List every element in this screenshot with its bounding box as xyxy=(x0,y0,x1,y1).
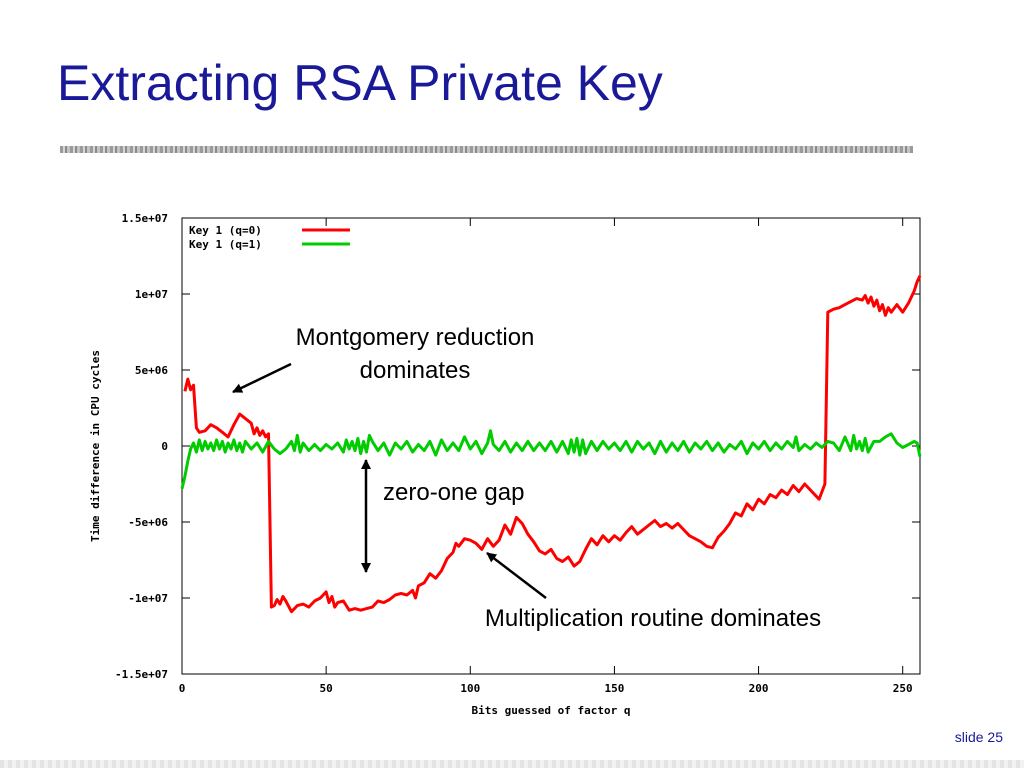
x-tick-label: 150 xyxy=(604,682,624,695)
series-lines xyxy=(180,275,922,614)
x-tick-label: 250 xyxy=(893,682,913,695)
x-axis-label: Bits guessed of factor q xyxy=(472,704,631,717)
y-tick-label: -1e+07 xyxy=(128,592,168,605)
y-tick-labels: 1.5e+07 1e+07 5e+06 0 -5e+06 -1e+07 -1.5e+07 xyxy=(115,212,168,681)
y-tick-label: 1.5e+07 xyxy=(122,212,168,225)
y-tick-label: -1.5e+07 xyxy=(115,668,168,681)
y-axis-label: Time difference in CPU cycles xyxy=(89,350,102,542)
y-tick-label: 5e+06 xyxy=(135,364,168,377)
title-divider xyxy=(60,146,913,153)
multiplication-arrow xyxy=(486,552,547,599)
montgomery-arrow xyxy=(232,362,292,394)
series-line-q1 xyxy=(180,429,922,489)
annotation-gap-label: zero-one gap xyxy=(383,479,524,506)
annotation-montgomery: Montgomery reduction dominates xyxy=(232,324,535,394)
legend: Key 1 (q=0) Key 1 (q=1) xyxy=(189,224,350,251)
y-tick-label: 0 xyxy=(161,440,168,453)
y-tick-label: 1e+07 xyxy=(135,288,168,301)
annotation-gap: zero-one gap xyxy=(361,459,524,573)
legend-label-q0: Key 1 (q=0) xyxy=(189,224,262,237)
x-tick-label: 100 xyxy=(460,682,480,695)
annotation-multiplication-label: Multiplication routine dominates xyxy=(485,605,821,632)
tick-marks xyxy=(181,217,920,675)
x-tick-label: 50 xyxy=(320,682,333,695)
footer-divider xyxy=(0,760,1024,768)
annotation-montgomery-line1: Montgomery reduction xyxy=(296,324,535,351)
legend-label-q1: Key 1 (q=1) xyxy=(189,238,262,251)
slide-title: Extracting RSA Private Key xyxy=(57,55,663,111)
x-tick-labels: 0 50 100 150 200 250 xyxy=(179,682,913,695)
annotation-multiplication: Multiplication routine dominates xyxy=(485,552,821,632)
y-tick-label: -5e+06 xyxy=(128,516,168,529)
annotation-montgomery-line2: dominates xyxy=(360,357,471,384)
x-tick-label: 0 xyxy=(179,682,186,695)
x-tick-label: 200 xyxy=(749,682,769,695)
series-line-q0 xyxy=(183,275,922,614)
slide-number: slide 25 xyxy=(954,729,1003,745)
